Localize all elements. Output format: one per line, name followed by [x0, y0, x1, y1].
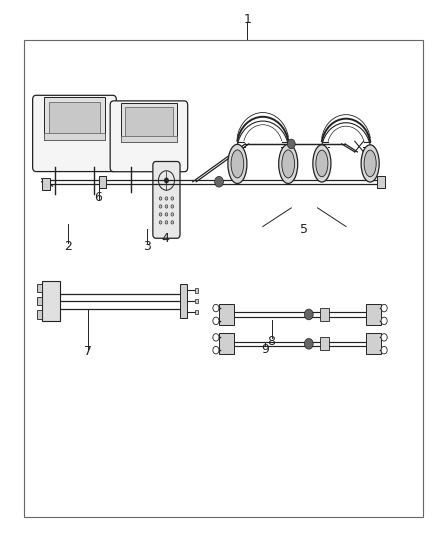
Circle shape [171, 205, 174, 208]
Bar [24, 40, 423, 517]
Bar [42, 281, 60, 321]
Bar [180, 284, 187, 318]
Text: 6: 6 [95, 191, 102, 204]
Ellipse shape [364, 150, 376, 177]
Circle shape [165, 197, 168, 200]
Bar [37, 297, 42, 305]
Circle shape [304, 338, 313, 349]
Ellipse shape [231, 150, 244, 178]
Text: 8: 8 [268, 335, 276, 348]
Circle shape [159, 213, 162, 216]
Text: 7: 7 [84, 345, 92, 358]
Bar [195, 299, 198, 303]
Circle shape [213, 304, 219, 312]
Bar [121, 103, 177, 142]
Circle shape [304, 309, 313, 320]
Circle shape [213, 334, 219, 341]
Circle shape [215, 176, 223, 187]
Ellipse shape [279, 144, 298, 183]
Bar [49, 102, 100, 135]
Circle shape [165, 205, 168, 208]
Text: 2: 2 [64, 240, 72, 253]
Circle shape [381, 346, 387, 354]
Bar [44, 97, 105, 140]
Circle shape [165, 221, 168, 224]
Bar [44, 133, 105, 140]
Bar [195, 288, 198, 293]
Circle shape [381, 334, 387, 341]
Bar [37, 310, 42, 319]
Bar [195, 310, 198, 314]
FancyBboxPatch shape [33, 95, 117, 172]
Bar [366, 304, 381, 325]
Ellipse shape [361, 145, 379, 182]
Text: 9: 9 [261, 343, 269, 356]
Ellipse shape [316, 150, 328, 177]
Circle shape [287, 139, 295, 149]
Text: 1: 1 [244, 13, 251, 26]
Bar [99, 176, 106, 188]
Circle shape [165, 213, 168, 216]
Circle shape [171, 197, 174, 200]
Circle shape [159, 221, 162, 224]
Circle shape [159, 197, 162, 200]
Text: 4: 4 [162, 232, 170, 245]
Circle shape [213, 346, 219, 354]
Bar [219, 304, 234, 325]
Bar [377, 176, 385, 188]
FancyBboxPatch shape [153, 161, 180, 238]
Ellipse shape [282, 150, 294, 178]
Bar [219, 333, 234, 354]
Circle shape [381, 304, 387, 312]
Circle shape [164, 177, 169, 183]
Circle shape [213, 317, 219, 325]
Bar [320, 308, 328, 321]
Text: 3: 3 [143, 240, 151, 253]
Bar [121, 136, 177, 142]
Bar [37, 284, 42, 292]
Circle shape [171, 213, 174, 216]
Bar [42, 178, 50, 190]
Bar [320, 337, 328, 350]
Bar [366, 333, 381, 354]
Bar [125, 107, 173, 138]
Ellipse shape [228, 144, 247, 183]
Text: 5: 5 [300, 223, 308, 236]
FancyBboxPatch shape [110, 101, 187, 172]
Circle shape [171, 221, 174, 224]
Circle shape [159, 205, 162, 208]
Ellipse shape [313, 145, 331, 182]
Circle shape [381, 317, 387, 325]
